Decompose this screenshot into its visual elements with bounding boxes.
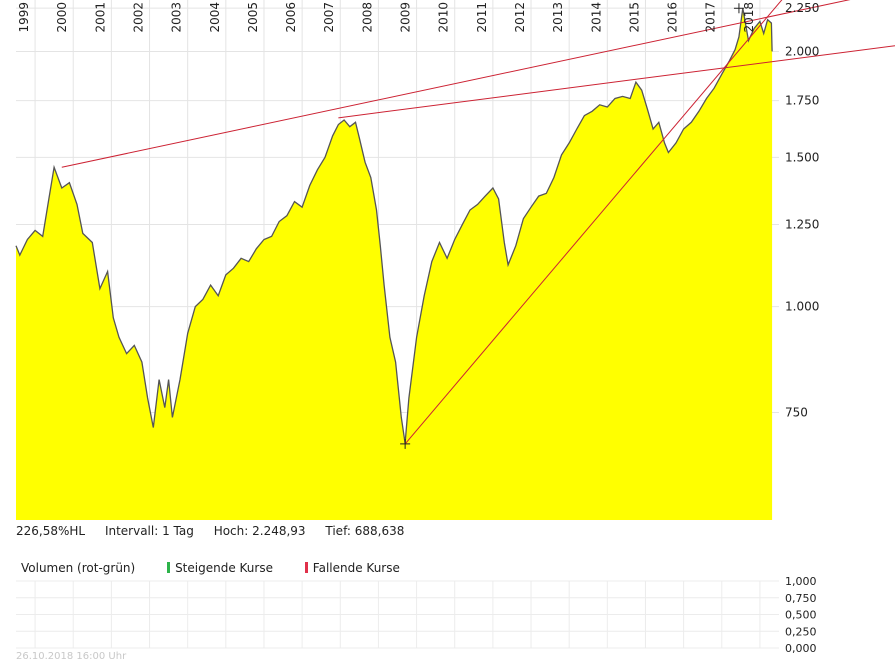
y-tick-label: 2.000	[785, 44, 819, 58]
trend-line	[404, 0, 783, 445]
year-label: 1999	[17, 2, 31, 33]
trend-line	[61, 0, 851, 168]
year-label: 2007	[322, 2, 336, 33]
year-label: 2013	[551, 2, 565, 33]
year-label: 2010	[437, 2, 451, 33]
year-label: 2014	[589, 2, 603, 33]
green-bar-icon	[167, 562, 171, 573]
y-tick-label: 2.250	[785, 1, 819, 15]
y-tick-label: 1.250	[785, 217, 819, 231]
high-label: Hoch: 2.248,93	[213, 524, 306, 538]
volume-tick-label: 1,000	[785, 575, 817, 588]
year-label: 2016	[666, 2, 680, 33]
volume-tick-label: 0,250	[785, 625, 817, 638]
volume-tick-label: 0,000	[785, 642, 817, 655]
year-label: 2012	[513, 2, 527, 33]
year-label: 2015	[627, 2, 641, 33]
y-tick-label: 750	[785, 405, 808, 419]
rising-legend: Steigende Kurse	[167, 561, 273, 575]
year-label: 2011	[475, 2, 489, 33]
year-label: 2008	[360, 2, 374, 33]
year-label: 2018	[742, 2, 756, 33]
year-label: 2005	[246, 2, 260, 33]
hl-percent: 226,58%HL	[16, 524, 86, 538]
year-label: 2017	[704, 2, 718, 33]
price-area	[16, 8, 773, 521]
year-label: 2002	[131, 2, 145, 33]
falling-label: Fallende Kurse	[312, 561, 400, 575]
year-label: 2004	[208, 2, 222, 33]
falling-legend: Fallende Kurse	[304, 561, 400, 575]
volume-tick-label: 0,500	[785, 609, 817, 622]
year-label: 2009	[399, 2, 413, 33]
year-label: 2000	[55, 2, 69, 33]
info-row: 226,58%HL Intervall: 1 Tag Hoch: 2.248,9…	[16, 524, 420, 538]
volume-title: Volumen (rot-grün)	[21, 561, 136, 575]
volume-legend: Volumen (rot-grün) Steigende Kurse Falle…	[21, 561, 428, 575]
interval-label: Intervall: 1 Tag	[104, 524, 194, 538]
y-tick-label: 1.750	[785, 94, 819, 108]
y-tick-label: 1.000	[785, 300, 819, 314]
year-label: 2001	[93, 2, 107, 33]
timestamp: 26.10.2018 16:00 Uhr	[16, 651, 127, 662]
y-tick-label: 1.500	[785, 150, 819, 164]
year-label: 2003	[170, 2, 184, 33]
rising-label: Steigende Kurse	[175, 561, 273, 575]
year-label: 2006	[284, 2, 298, 33]
red-bar-icon	[304, 562, 308, 573]
trend-line	[338, 45, 895, 119]
volume-tick-label: 0,750	[785, 592, 817, 605]
low-label: Tief: 688,638	[325, 524, 405, 538]
